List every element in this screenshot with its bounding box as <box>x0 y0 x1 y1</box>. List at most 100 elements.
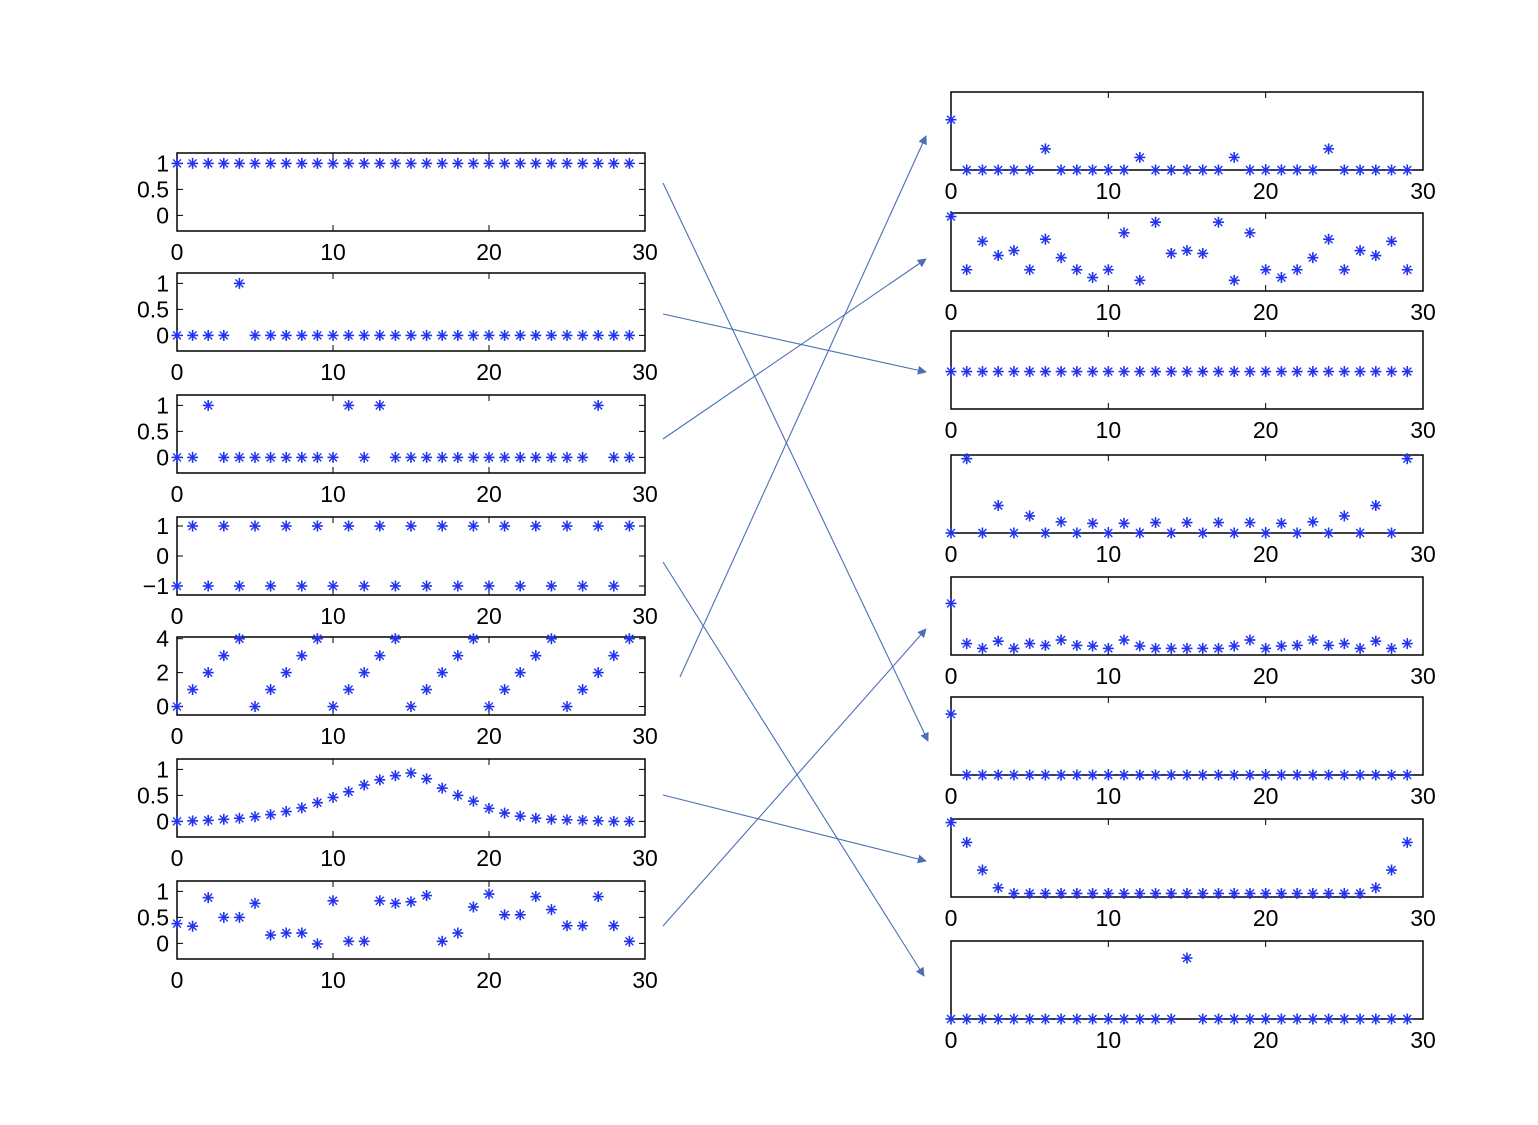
data-point-l4-10 <box>327 580 339 592</box>
data-point-r8-26 <box>1354 1013 1366 1025</box>
data-point-l3-11 <box>343 399 355 411</box>
data-point-r6-19 <box>1244 769 1256 781</box>
data-point-r5-18 <box>1228 640 1240 652</box>
data-point-r3-25 <box>1338 366 1350 378</box>
data-point-r6-6 <box>1039 769 1051 781</box>
data-point-r8-2 <box>976 1013 988 1025</box>
data-point-r4-23 <box>1307 516 1319 528</box>
y-tick-label: 0.5 <box>137 176 169 202</box>
y-tick-label: 0 <box>156 930 169 956</box>
data-point-r3-18 <box>1228 366 1240 378</box>
data-point-r8-22 <box>1291 1013 1303 1025</box>
data-point-l6-0 <box>171 815 183 827</box>
data-point-l5-21 <box>499 684 511 696</box>
x-tick-label: 10 <box>320 967 346 993</box>
data-point-l1-11 <box>343 157 355 169</box>
data-point-r4-25 <box>1338 510 1350 522</box>
data-point-r3-17 <box>1212 366 1224 378</box>
data-point-r8-9 <box>1087 1013 1099 1025</box>
data-point-l5-10 <box>327 701 339 713</box>
data-point-r5-15 <box>1181 642 1193 654</box>
data-point-l3-19 <box>467 451 479 463</box>
data-point-r2-21 <box>1275 272 1287 284</box>
data-point-l6-24 <box>545 813 557 825</box>
data-point-r6-27 <box>1370 769 1382 781</box>
data-point-r1-2 <box>976 164 988 176</box>
data-point-l7-4 <box>233 911 245 923</box>
data-point-r4-8 <box>1071 527 1083 539</box>
data-point-r3-20 <box>1260 366 1272 378</box>
data-point-r1-29 <box>1401 164 1413 176</box>
x-tick-label: 30 <box>632 967 658 993</box>
data-point-l6-22 <box>514 810 526 822</box>
data-point-l7-5 <box>249 897 261 909</box>
data-point-l1-21 <box>499 157 511 169</box>
data-point-r8-11 <box>1118 1013 1130 1025</box>
data-point-l5-3 <box>218 650 230 662</box>
data-point-r4-28 <box>1386 527 1398 539</box>
x-tick-label: 0 <box>171 239 184 265</box>
data-point-r5-3 <box>992 635 1004 647</box>
data-point-r4-22 <box>1291 527 1303 539</box>
data-point-l6-13 <box>374 774 386 786</box>
data-point-r1-28 <box>1386 164 1398 176</box>
data-point-r5-7 <box>1055 634 1067 646</box>
x-tick-label: 20 <box>1253 299 1279 325</box>
axes-frame <box>176 152 646 232</box>
data-point-l4-22 <box>514 580 526 592</box>
y-tick-label: 1 <box>156 270 169 296</box>
data-point-r3-1 <box>961 366 973 378</box>
x-tick-label: 0 <box>171 481 184 507</box>
data-point-l6-1 <box>187 815 199 827</box>
data-point-l4-12 <box>358 580 370 592</box>
data-point-r8-23 <box>1307 1013 1319 1025</box>
data-point-r7-16 <box>1197 887 1209 899</box>
data-point-r4-16 <box>1197 527 1209 539</box>
axes-frame <box>950 696 1424 776</box>
data-point-r2-7 <box>1055 252 1067 264</box>
data-point-r7-11 <box>1118 887 1130 899</box>
data-point-r6-25 <box>1338 769 1350 781</box>
y-tick-label: 4 <box>156 626 169 652</box>
data-point-l5-4 <box>233 633 245 645</box>
data-point-l1-9 <box>311 157 323 169</box>
data-point-r2-26 <box>1354 245 1366 257</box>
x-tick-label: 30 <box>632 603 658 629</box>
data-point-l3-16 <box>421 451 433 463</box>
x-tick-label: 20 <box>1253 783 1279 809</box>
data-point-r1-10 <box>1102 164 1114 176</box>
data-point-l5-13 <box>374 650 386 662</box>
data-point-l1-2 <box>202 157 214 169</box>
data-point-l4-28 <box>608 580 620 592</box>
data-point-r5-26 <box>1354 642 1366 654</box>
x-tick-label: 30 <box>632 845 658 871</box>
data-point-r5-12 <box>1134 640 1146 652</box>
data-point-r8-18 <box>1228 1013 1240 1025</box>
data-point-l4-2 <box>202 580 214 592</box>
data-point-r8-4 <box>1008 1013 1020 1025</box>
data-point-l1-17 <box>436 157 448 169</box>
data-point-l4-3 <box>218 520 230 532</box>
data-point-r4-17 <box>1212 517 1224 529</box>
data-point-l7-21 <box>499 909 511 921</box>
data-point-l2-11 <box>343 329 355 341</box>
data-point-r4-19 <box>1244 517 1256 529</box>
data-point-r6-3 <box>992 769 1004 781</box>
data-point-r3-29 <box>1401 366 1413 378</box>
x-tick-label: 10 <box>320 603 346 629</box>
data-point-l1-5 <box>249 157 261 169</box>
data-point-l2-2 <box>202 329 214 341</box>
data-point-r2-27 <box>1370 250 1382 262</box>
data-point-r1-0 <box>945 114 957 126</box>
data-point-r5-24 <box>1323 639 1335 651</box>
data-point-l4-21 <box>499 520 511 532</box>
subplot-r4: 0 10 20 30 <box>945 453 1436 567</box>
data-point-l5-15 <box>405 701 417 713</box>
x-tick-label: 10 <box>1096 541 1122 567</box>
data-point-l2-26 <box>577 329 589 341</box>
data-point-r3-24 <box>1323 366 1335 378</box>
data-point-l6-12 <box>358 779 370 791</box>
